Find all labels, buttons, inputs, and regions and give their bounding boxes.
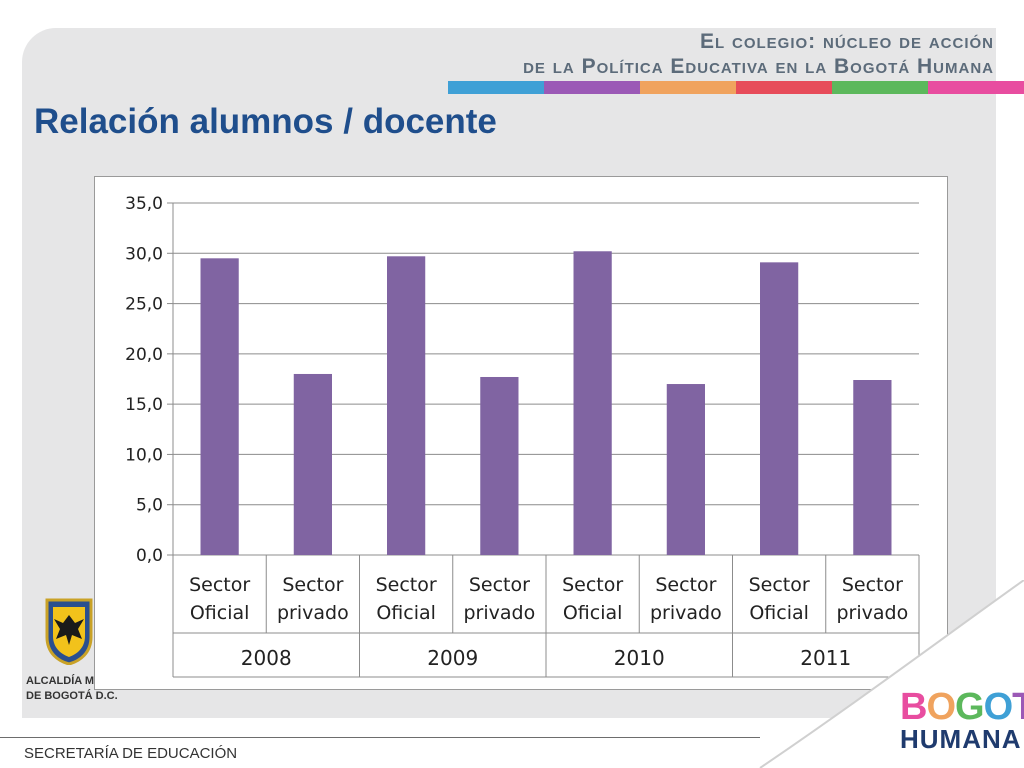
accent-strip-segment <box>736 81 832 94</box>
year-label: 2008 <box>241 646 292 670</box>
y-tick-label: 10,0 <box>125 445 163 465</box>
bogota-letter: B <box>900 686 927 728</box>
year-label: 2011 <box>800 646 851 670</box>
category-label-line2: Oficial <box>563 602 623 624</box>
humana-wordmark: HUMANA <box>900 724 1022 754</box>
bar-chart: 35,0 30,0 25,0 20,0 15,0 10,0 5,0 0,0 Sector Ofic… <box>94 176 948 690</box>
category-label-line1: Sector <box>189 574 250 596</box>
accent-color-strip <box>448 81 1024 94</box>
category-label-line2: privado <box>277 602 349 624</box>
bar <box>573 251 612 555</box>
alcaldia-line2: DE BOGOTÁ D.C. <box>26 690 118 702</box>
alcaldia-label: ALCALDÍA M DE BOGOTÁ D.C. <box>26 674 118 704</box>
accent-strip-segment <box>640 81 736 94</box>
bogota-wordmark: BOGOTÁ <box>900 688 1024 726</box>
header-line1: El colegio: núcleo de acción <box>699 30 994 53</box>
category-label-line1: Sector <box>282 574 343 596</box>
category-label-line2: privado <box>464 602 536 624</box>
category-label-line2: Oficial <box>376 602 436 624</box>
category-label-line1: Sector <box>376 574 437 596</box>
y-tick-label: 25,0 <box>125 295 163 315</box>
bogota-humana-logo: BOGOTÁ HUMANA <box>900 688 1024 752</box>
y-tick-label: 0,0 <box>136 546 163 566</box>
category-label-line1: Sector <box>655 574 716 596</box>
category-label-line1: Sector <box>749 574 810 596</box>
y-tick-label: 35,0 <box>125 194 163 214</box>
bogota-letter: T <box>1012 686 1024 728</box>
chart-svg: 35,0 30,0 25,0 20,0 15,0 10,0 5,0 0,0 Sector Ofic… <box>125 194 920 678</box>
category-label-line2: Oficial <box>190 602 250 624</box>
bar <box>293 373 332 555</box>
bar <box>760 262 799 555</box>
y-tick-label: 5,0 <box>136 496 163 516</box>
accent-strip-segment <box>448 81 544 94</box>
bogota-letter: G <box>955 686 985 728</box>
header-line2: de la Política Educativa en la Bogotá Hu… <box>523 55 994 78</box>
slide-title: Relación alumnos / docente <box>34 102 497 141</box>
category-label-line2: privado <box>837 602 909 624</box>
bar <box>480 376 519 555</box>
year-label: 2009 <box>427 646 478 670</box>
footer-divider <box>0 737 760 738</box>
bar <box>200 258 239 555</box>
page-curl-decoration <box>759 580 1024 768</box>
footer-department: SECRETARÍA DE EDUCACIÓN <box>24 745 238 762</box>
y-tick-label: 15,0 <box>125 395 163 415</box>
accent-strip-segment <box>832 81 928 94</box>
year-label: 2010 <box>614 646 665 670</box>
bar <box>387 256 426 555</box>
category-label-line1: Sector <box>562 574 623 596</box>
category-label-line2: Oficial <box>749 602 809 624</box>
bogota-letter: O <box>983 686 1014 728</box>
y-tick-label: 30,0 <box>125 244 163 264</box>
bar <box>853 380 892 555</box>
category-label-line2: privado <box>650 602 722 624</box>
coat-of-arms-icon <box>45 598 93 665</box>
accent-strip-segment <box>544 81 640 94</box>
category-label-line1: Sector <box>469 574 530 596</box>
y-tick-label: 20,0 <box>125 345 163 365</box>
alcaldia-line1: ALCALDÍA M <box>26 675 95 687</box>
category-label-line1: Sector <box>842 574 903 596</box>
accent-strip-segment <box>928 81 1024 94</box>
bar <box>666 384 705 555</box>
bogota-letter: O <box>926 686 956 728</box>
